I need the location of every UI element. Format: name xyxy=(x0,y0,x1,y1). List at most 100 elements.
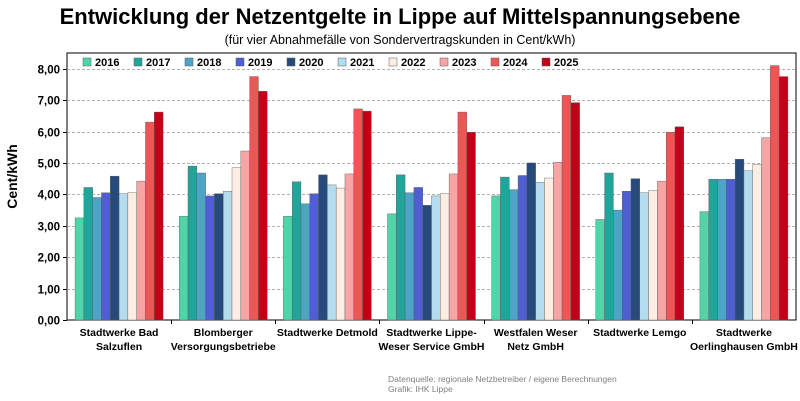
bar xyxy=(752,164,762,321)
bar xyxy=(231,167,242,321)
bar xyxy=(101,192,111,321)
bar xyxy=(665,131,676,321)
credit-line: Grafik: IHK Lippe xyxy=(388,384,453,394)
y-tick-label: 6,00 xyxy=(38,128,60,140)
bar xyxy=(223,191,233,321)
bar xyxy=(440,193,450,321)
y-axis-label: Cent/kWh xyxy=(4,144,20,209)
x-tick-label: Stadtwerke Lippe- xyxy=(386,327,477,339)
legend-label: 2021 xyxy=(350,57,374,69)
bar xyxy=(118,193,129,321)
bar xyxy=(448,173,459,321)
x-tick-label: Salzuflen xyxy=(96,341,142,353)
bar xyxy=(734,158,745,321)
bar xyxy=(509,189,519,321)
bar xyxy=(413,187,423,321)
bar xyxy=(717,179,727,321)
bar xyxy=(145,121,155,321)
bar xyxy=(258,91,268,321)
legend-swatch xyxy=(490,57,500,67)
legend-label: 2024 xyxy=(503,57,528,69)
legend-label: 2025 xyxy=(554,57,578,69)
bar xyxy=(74,217,85,321)
bar xyxy=(127,192,137,321)
bar xyxy=(639,192,649,321)
legend-swatch xyxy=(82,57,92,67)
legend-swatch xyxy=(337,57,347,67)
bar xyxy=(154,111,164,321)
legend-label: 2023 xyxy=(452,57,476,69)
bar xyxy=(136,180,146,321)
bar xyxy=(283,216,293,321)
bar xyxy=(491,195,501,321)
y-tick-label: 3,00 xyxy=(38,222,60,234)
y-tick-label: 5,00 xyxy=(38,159,60,171)
legend-label: 2017 xyxy=(146,57,170,69)
x-tick-label: Blomberger xyxy=(194,327,253,339)
bar xyxy=(205,195,215,321)
bar xyxy=(404,192,415,321)
x-tick-label: Stadtwerke Lemgo xyxy=(593,327,686,339)
bar xyxy=(396,174,406,321)
bar xyxy=(630,178,640,321)
bar xyxy=(570,102,580,321)
x-tick-label: Westfalen Weser xyxy=(494,327,578,339)
bar xyxy=(110,175,120,321)
x-tick-label: Oerlinghausen GmbH xyxy=(690,341,798,353)
bar xyxy=(526,162,536,321)
legend-swatch xyxy=(388,57,398,67)
y-tick-label: 1,00 xyxy=(38,285,60,297)
bar xyxy=(648,190,658,321)
x-tick-label: Versorgungsbetriebe xyxy=(171,341,276,353)
y-tick-label: 7,00 xyxy=(38,96,60,108)
source-note: Datenquelle: regionale Netzbetreiber / e… xyxy=(388,374,617,394)
bar xyxy=(214,193,224,321)
bar xyxy=(778,76,789,321)
bar xyxy=(613,209,623,321)
bar xyxy=(309,193,319,321)
bar xyxy=(179,216,189,321)
bar xyxy=(466,131,476,321)
bar xyxy=(621,191,632,321)
bar xyxy=(387,213,397,321)
legend-swatch xyxy=(541,57,551,67)
x-tick-label: Weser Service GmbH xyxy=(378,341,484,353)
bar xyxy=(743,170,753,321)
legend-swatch xyxy=(439,57,449,67)
y-tick-label: 2,00 xyxy=(38,253,60,265)
x-tick-label: Stadtwerke xyxy=(716,327,772,339)
bar xyxy=(422,205,432,321)
legend-swatch xyxy=(286,57,296,67)
bar xyxy=(327,184,337,321)
bar xyxy=(708,179,718,321)
bar xyxy=(604,172,614,321)
bar xyxy=(83,187,93,321)
bar xyxy=(431,195,441,321)
bar xyxy=(335,187,346,321)
x-tick-label: Netz GmbH xyxy=(507,341,564,353)
legend-swatch xyxy=(184,57,194,67)
bar xyxy=(726,179,736,321)
chart-subtitle: (für vier Abnahmefälle von Sondervertrag… xyxy=(224,33,576,47)
bar xyxy=(196,172,206,321)
bar xyxy=(362,110,372,321)
x-tick-label: Stadtwerke Detmold xyxy=(277,327,378,339)
y-tick-label: 4,00 xyxy=(38,190,60,202)
bar xyxy=(674,126,684,321)
legend-swatch xyxy=(235,57,245,67)
bar xyxy=(318,174,328,321)
legend-label: 2022 xyxy=(401,57,425,69)
bar xyxy=(699,211,709,321)
legend-label: 2019 xyxy=(248,57,272,69)
chart-title: Entwicklung der Netzentgelte in Lippe au… xyxy=(59,4,741,29)
bar xyxy=(249,76,259,321)
bar xyxy=(92,197,102,321)
bar xyxy=(291,181,302,321)
legend-label: 2020 xyxy=(299,57,323,69)
source-line: Datenquelle: regionale Netzbetreiber / e… xyxy=(388,374,617,384)
bar xyxy=(187,165,198,321)
bar xyxy=(553,162,563,321)
legend-swatch xyxy=(133,57,143,67)
x-tick-label: Stadtwerke Bad xyxy=(80,327,159,339)
bar xyxy=(535,182,545,321)
